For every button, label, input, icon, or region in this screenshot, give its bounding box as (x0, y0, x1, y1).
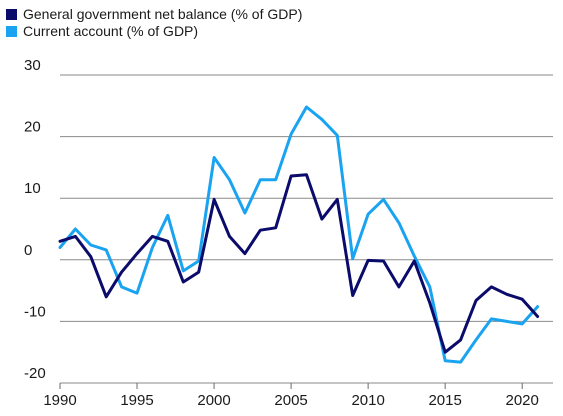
legend-item-government-balance: General government net balance (% of GDP… (6, 6, 302, 23)
x-tick-label-5: 2015 (428, 392, 461, 409)
y-tick-label-0: 30 (24, 57, 41, 74)
y-tick-label-3: 0 (24, 242, 32, 259)
legend-item-current-account: Current account (% of GDP) (6, 23, 302, 40)
series-line-current-account (58, 105, 540, 364)
y-tick-label-2: 10 (24, 180, 41, 197)
x-tick-label-6: 2020 (506, 392, 539, 409)
x-tick-label-4: 2010 (351, 392, 384, 409)
legend-swatch-current-account (6, 26, 17, 37)
chart-legend: General government net balance (% of GDP… (6, 6, 302, 40)
legend-label-current-account: Current account (% of GDP) (23, 23, 199, 39)
y-tick-label-5: -20 (24, 365, 46, 382)
y-tick-label-4: -10 (24, 303, 46, 320)
x-tick-label-3: 2005 (274, 392, 307, 409)
y-tick-label-1: 20 (24, 119, 41, 136)
legend-label-government-balance: General government net balance (% of GDP… (23, 6, 303, 22)
legend-swatch-government-balance (6, 9, 17, 20)
series-line-government-balance (58, 173, 540, 354)
x-tick-label-1: 1995 (120, 392, 153, 409)
x-tick-label-2: 2000 (197, 392, 230, 409)
x-tick-label-0: 1990 (43, 392, 76, 409)
